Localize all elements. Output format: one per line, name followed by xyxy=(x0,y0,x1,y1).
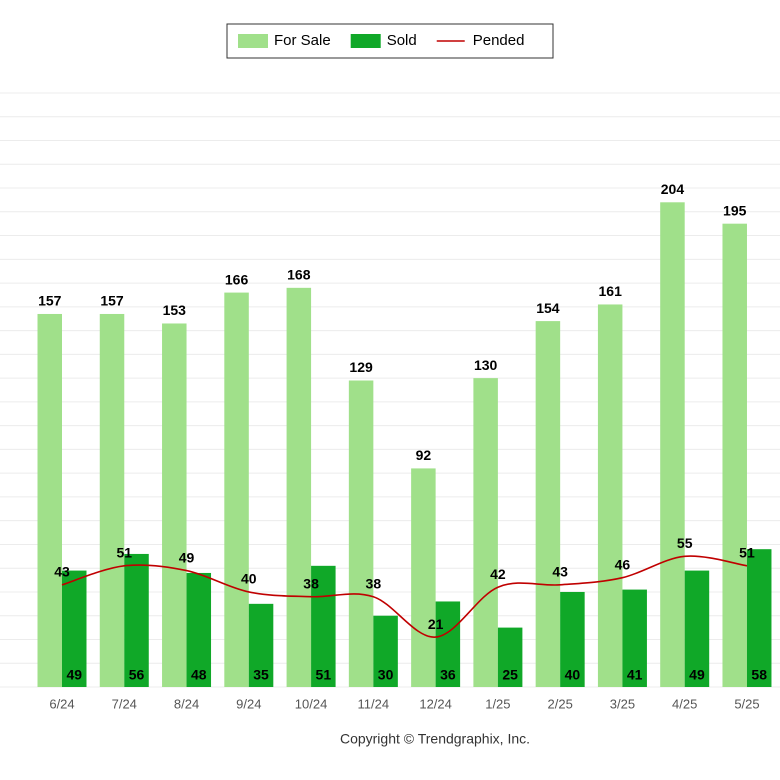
value-label: 42 xyxy=(490,566,506,582)
x-tick-label: 4/25 xyxy=(672,696,697,711)
bar xyxy=(62,570,87,687)
value-label: 153 xyxy=(163,302,187,318)
bar xyxy=(411,468,436,687)
value-label: 38 xyxy=(366,575,382,591)
value-label: 51 xyxy=(116,545,132,561)
value-label: 129 xyxy=(349,359,373,375)
value-label: 157 xyxy=(100,293,124,309)
value-label: 166 xyxy=(225,271,249,287)
bar xyxy=(684,570,710,687)
legend-box xyxy=(226,23,554,59)
bar xyxy=(560,591,585,687)
value-label: 56 xyxy=(129,667,145,683)
value-label: 92 xyxy=(416,447,432,463)
value-label: 51 xyxy=(739,545,755,561)
value-label: 130 xyxy=(474,357,498,373)
x-tick-label: 9/24 xyxy=(236,696,261,711)
bar xyxy=(248,603,274,687)
value-label: 21 xyxy=(428,616,444,632)
x-tick-label: 7/24 xyxy=(112,696,137,711)
value-label: 154 xyxy=(536,300,560,316)
bar xyxy=(348,380,374,687)
x-tick-label: 2/25 xyxy=(548,696,573,711)
bar xyxy=(37,313,62,687)
legend-swatch xyxy=(238,34,268,48)
value-label: 168 xyxy=(287,267,311,283)
legend-label: For Sale xyxy=(274,32,331,49)
value-label: 35 xyxy=(253,667,269,683)
legend-label: Pended xyxy=(473,32,525,49)
bar xyxy=(746,549,772,687)
value-label: 55 xyxy=(677,535,693,551)
value-label: 195 xyxy=(723,202,747,218)
bar xyxy=(99,313,125,687)
value-label: 25 xyxy=(502,667,518,683)
bar xyxy=(535,321,561,687)
value-label: 40 xyxy=(241,571,257,587)
x-tick-label: 5/25 xyxy=(734,696,759,711)
x-tick-label: 3/25 xyxy=(610,696,635,711)
value-label: 46 xyxy=(615,556,631,572)
bar xyxy=(497,627,523,687)
value-label: 49 xyxy=(689,667,705,683)
bar xyxy=(286,287,312,687)
bar xyxy=(660,202,685,687)
bar xyxy=(224,292,249,687)
bar xyxy=(373,615,398,687)
bar xyxy=(622,589,647,687)
bar xyxy=(311,565,336,687)
legend-swatch xyxy=(350,34,381,48)
value-label: 49 xyxy=(66,667,82,683)
value-label: 36 xyxy=(440,667,456,683)
value-label: 38 xyxy=(303,575,319,591)
value-label: 41 xyxy=(627,667,643,683)
x-tick-label: 1/25 xyxy=(485,696,510,711)
x-tick-label: 6/24 xyxy=(49,696,74,711)
line xyxy=(61,555,748,638)
value-label: 43 xyxy=(552,564,568,580)
x-tick-label: 11/24 xyxy=(358,696,390,711)
value-label: 40 xyxy=(565,667,581,683)
value-label: 30 xyxy=(378,667,394,683)
bar xyxy=(722,223,747,687)
x-tick-label: 10/24 xyxy=(295,696,328,711)
value-label: 204 xyxy=(661,181,685,197)
value-label: 157 xyxy=(38,293,62,309)
x-tick-label: 8/24 xyxy=(174,696,199,711)
value-label: 48 xyxy=(191,667,207,683)
legend-label: Sold xyxy=(387,32,417,49)
bar xyxy=(473,378,498,687)
bar xyxy=(435,601,461,687)
value-label: 51 xyxy=(316,667,332,683)
bar xyxy=(186,572,212,687)
value-label: 49 xyxy=(179,549,195,565)
value-label: 161 xyxy=(599,283,623,299)
bar xyxy=(124,553,149,687)
bar xyxy=(597,304,623,687)
bar xyxy=(162,323,187,687)
value-label: 58 xyxy=(751,667,767,683)
value-label: 43 xyxy=(54,564,70,580)
credit: Copyright © Trendgraphix, Inc. xyxy=(340,731,530,747)
x-tick-label: 12/24 xyxy=(419,696,452,711)
